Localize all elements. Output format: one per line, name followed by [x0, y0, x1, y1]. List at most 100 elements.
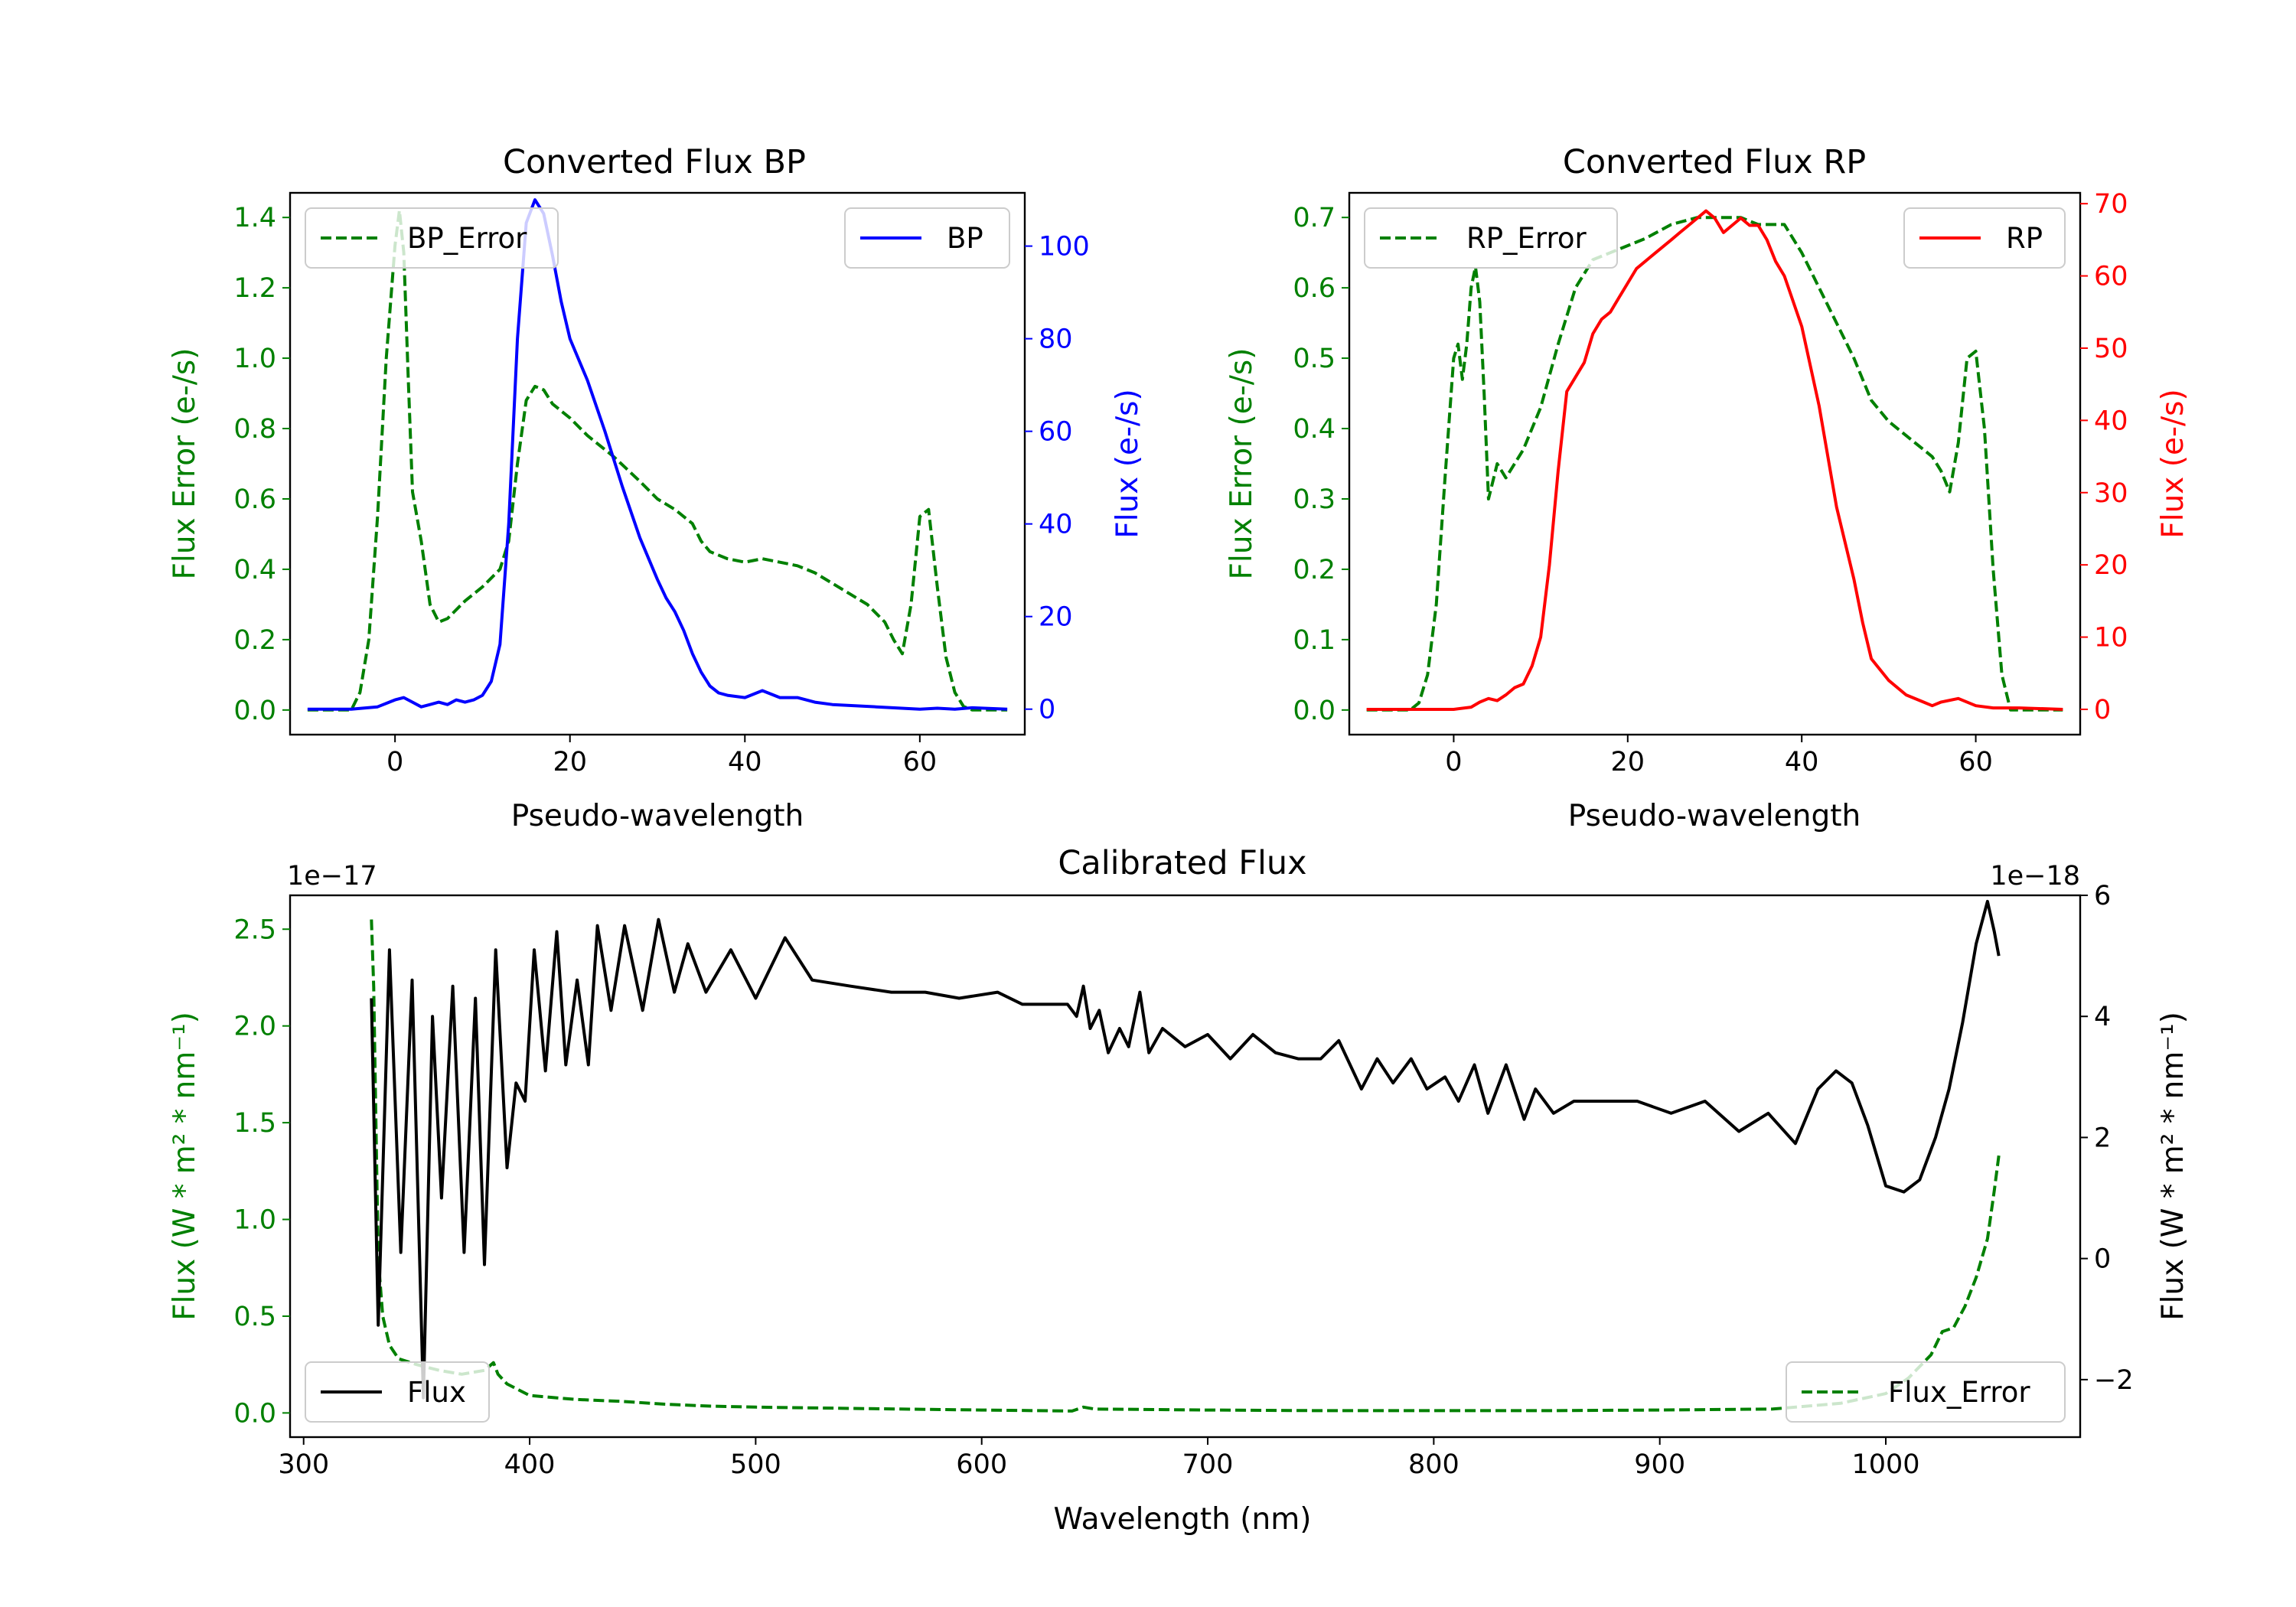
left-tick-label: 0.0	[233, 696, 276, 726]
right-tick-label: 0	[2094, 695, 2111, 725]
series-line-bp	[307, 198, 1008, 711]
left-tick-label: 1.5	[233, 1108, 276, 1139]
legend-box	[305, 1361, 490, 1423]
plot-area	[1366, 209, 2063, 712]
x-tick-label: 500	[730, 1449, 781, 1480]
x-tick-label: 1000	[1851, 1449, 1919, 1480]
series-line-rp-error	[1366, 216, 2063, 712]
left-tick-label: 1.4	[233, 203, 276, 233]
legend-box	[1786, 1361, 2066, 1423]
series-line-rp	[1366, 209, 2063, 711]
right-tick-label: 6	[2094, 881, 2111, 911]
left-tick-label: 0.6	[1293, 273, 1336, 304]
legend-bp-error: BP_Error	[305, 207, 559, 269]
left-tick-label: 0.5	[1293, 344, 1336, 374]
x-tick-label: 700	[1182, 1449, 1234, 1480]
right-tick-label: 80	[1039, 324, 1073, 355]
right-tick-label: 70	[2094, 189, 2128, 220]
left-axis-ticks: 0.0 0.5 1.0 1.5 2.0 2.5	[233, 914, 290, 1429]
left-tick-label: 1.0	[233, 1205, 276, 1236]
right-tick-label: 60	[1039, 417, 1073, 448]
left-tick-label: 0.0	[233, 1398, 276, 1429]
left-tick-label: 0.7	[1293, 203, 1336, 233]
right-tick-label: 10	[2094, 623, 2128, 654]
x-tick-label: 800	[1408, 1449, 1459, 1480]
x-tick-label: 400	[504, 1449, 556, 1480]
series-line-bp-error	[307, 209, 1008, 712]
right-tick-label: 40	[2094, 406, 2128, 436]
legend-box	[844, 207, 1010, 269]
right-tick-label: 100	[1039, 232, 1090, 262]
left-tick-label: 0.1	[1293, 625, 1336, 656]
plot-area	[307, 198, 1008, 712]
right-tick-label: −2	[2094, 1365, 2134, 1396]
panel-converted-flux-rp: Converted Flux RP 0 20 40 60 0.00.10.20.30.…	[1225, 143, 2190, 833]
legend-bp: BP	[844, 207, 1010, 269]
x-tick-label: 60	[903, 747, 938, 777]
left-axis-label: Flux Error (e-/s)	[1225, 348, 1259, 580]
x-tick-label: 600	[956, 1449, 1007, 1480]
series-line-flux-error	[370, 919, 2001, 1413]
left-tick-label: 2.0	[233, 1012, 276, 1042]
x-tick-label: 60	[1958, 747, 1993, 777]
right-axis-ticks: 0 10 20 30 40 50 60 70	[2080, 189, 2128, 725]
legend-flux: Flux	[305, 1361, 490, 1423]
x-axis-label: Pseudo-wavelength	[1568, 799, 1861, 833]
right-tick-label: 50	[2094, 334, 2128, 364]
right-axis-label: Flux (e-/s)	[2156, 389, 2190, 538]
left-tick-label: 0.5	[233, 1302, 276, 1332]
left-tick-label: 0.4	[1293, 414, 1336, 445]
left-axis-label: Flux (W * m² * nm⁻¹)	[168, 1012, 202, 1321]
right-tick-label: 20	[2094, 550, 2128, 581]
right-axis-ticks: −2 0 2 4 6	[2080, 881, 2134, 1396]
right-tick-label: 40	[1039, 510, 1073, 540]
left-tick-label: 0.0	[1293, 696, 1336, 726]
chart-title: Converted Flux RP	[1563, 143, 1866, 181]
left-tick-label: 0.2	[233, 625, 276, 656]
legend-flux-error: Flux_Error	[1786, 1361, 2066, 1423]
left-tick-label: 2.5	[233, 914, 276, 945]
legend-label: BP_Error	[407, 222, 527, 255]
right-axis-label: Flux (e-/s)	[1110, 389, 1145, 538]
left-tick-label: 0.4	[233, 555, 276, 585]
left-tick-label: 0.3	[1293, 484, 1336, 515]
x-axis-ticks: 0 20 40 60	[1445, 735, 1993, 777]
right-tick-label: 60	[2094, 262, 2128, 292]
x-tick-label: 300	[278, 1449, 329, 1480]
right-tick-label: 2	[2094, 1123, 2111, 1153]
x-axis-label: Pseudo-wavelength	[511, 799, 804, 833]
plot-frame	[1348, 191, 2082, 736]
x-tick-label: 0	[1445, 747, 1462, 777]
left-tick-label: 0.6	[233, 484, 276, 515]
legend-box	[1364, 207, 1618, 269]
right-tick-label: 0	[1039, 695, 1055, 725]
x-axis-label: Wavelength (nm)	[1054, 1502, 1312, 1537]
x-tick-label: 40	[728, 747, 762, 777]
right-tick-label: 4	[2094, 1002, 2111, 1032]
right-tick-label: 0	[2094, 1244, 2111, 1275]
panel-converted-flux-bp: Converted Flux BP 0 20 40 60 0.00.20.40.60.…	[168, 143, 1145, 833]
right-tick-label: 30	[2094, 478, 2128, 509]
right-axis-offset-text: 1e−18	[1990, 861, 2080, 892]
legend-label: Flux	[407, 1376, 466, 1409]
x-axis-ticks: 0 20 40 60	[386, 735, 937, 777]
left-axis-ticks: 0.0 0.1 0.2 0.3 0.4 0.5 0.6 0.7	[1293, 203, 1349, 726]
left-tick-label: 1.0	[233, 344, 276, 374]
right-axis-ticks: 0 20 40 60 80 100	[1025, 232, 1090, 725]
left-tick-label: 0.8	[233, 414, 276, 445]
right-tick-label: 20	[1039, 602, 1073, 633]
left-axis-offset-text: 1e−17	[287, 861, 377, 892]
x-axis-ticks: 300 400 500 600 700 800 900 1000	[278, 1437, 1920, 1480]
legend-label: Flux_Error	[1888, 1376, 2030, 1409]
chart-title: Calibrated Flux	[1058, 844, 1306, 882]
left-axis-ticks: 0.0 0.2 0.4 0.6 0.8 1.0 1.2 1.4	[233, 203, 290, 726]
left-tick-label: 1.2	[233, 273, 276, 304]
legend-label: RP_Error	[1466, 222, 1587, 255]
series-line-flux	[370, 899, 2001, 1400]
left-tick-label: 0.2	[1293, 555, 1336, 585]
left-axis-label: Flux Error (e-/s)	[168, 348, 202, 580]
x-tick-label: 0	[386, 747, 403, 777]
x-tick-label: 20	[1611, 747, 1645, 777]
chart-title: Converted Flux BP	[503, 143, 806, 181]
